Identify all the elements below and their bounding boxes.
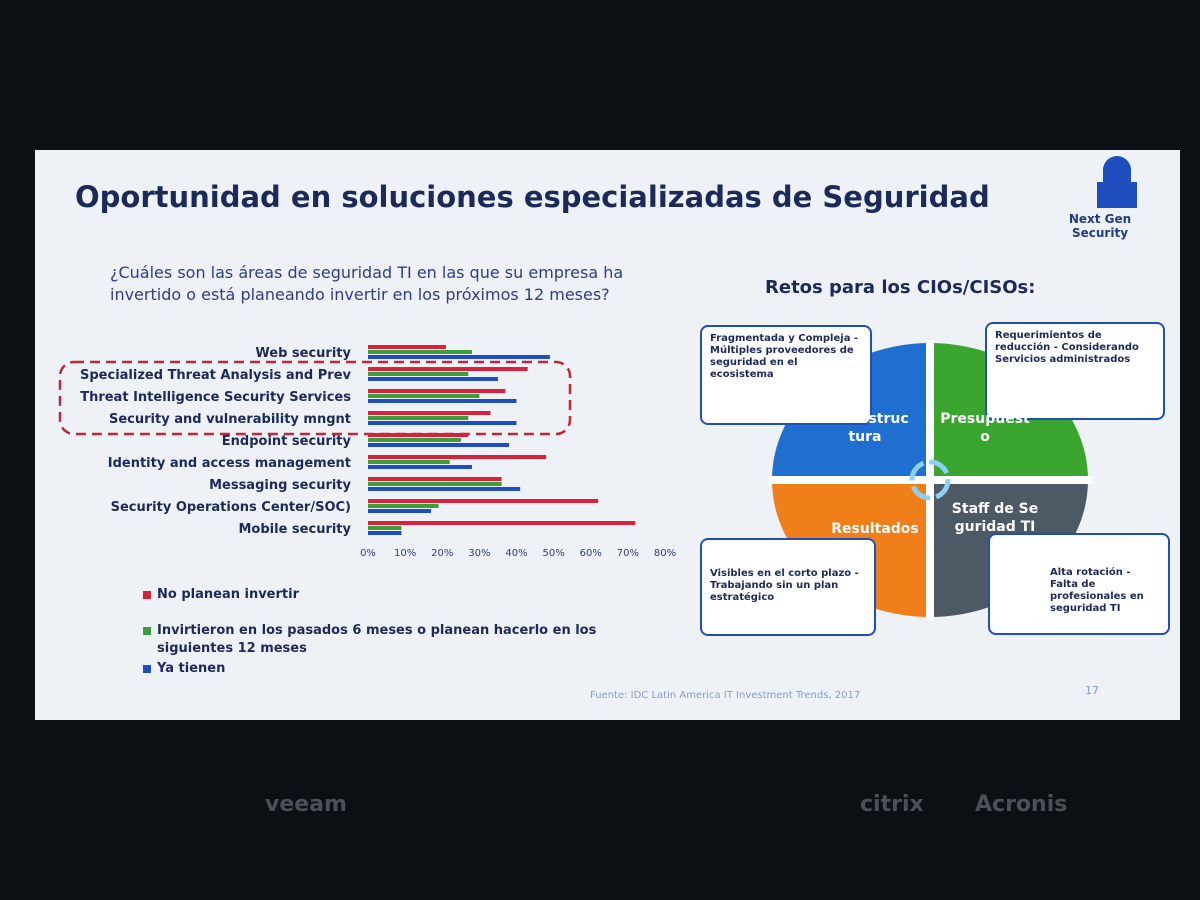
- x-tick-label: 0%: [360, 548, 376, 559]
- bar: [368, 531, 402, 535]
- highlight-box: [58, 360, 572, 436]
- x-tick-label: 10%: [394, 548, 416, 559]
- x-tick-label: 80%: [654, 548, 676, 559]
- y-tick-label: Security Operations Center/SOC): [111, 500, 351, 515]
- bar: [368, 433, 469, 437]
- logo-icon: [1097, 156, 1137, 208]
- bar: [368, 465, 472, 469]
- quadrant-label: Staff de Seguridad TI: [951, 501, 1039, 535]
- bar: [368, 411, 491, 415]
- bar: [368, 438, 461, 442]
- legend-marker: [143, 665, 151, 673]
- x-tick-label: 20%: [431, 548, 453, 559]
- legend-label: No planean invertir: [157, 587, 299, 602]
- bar: [368, 477, 502, 481]
- x-tick-label: 60%: [580, 548, 602, 559]
- bar: [368, 350, 472, 354]
- callout: Visibles en el corto plazo - Trabajando …: [700, 538, 876, 636]
- bar: [368, 460, 450, 464]
- y-tick-label: Endpoint security: [222, 434, 352, 449]
- y-tick-label: Mobile security: [239, 522, 352, 537]
- quadrant-label: Infraestructura: [821, 411, 909, 445]
- callout: Requerimientos de reducción - Consideran…: [985, 322, 1165, 420]
- quadrant-label: Presupuesto: [940, 411, 1030, 445]
- quadrant-label: Resultados: [831, 521, 919, 537]
- callout: Alta rotación - Falta de profesionales e…: [988, 533, 1170, 635]
- bar: [368, 482, 502, 486]
- y-tick-label: Web security: [255, 346, 351, 361]
- bar: [368, 499, 599, 503]
- bar: [368, 399, 517, 403]
- bar: [368, 487, 521, 491]
- bar: [368, 355, 550, 359]
- y-tick-label: Specialized Threat Analysis and Prev: [80, 368, 352, 383]
- y-tick-label: Messaging security: [209, 478, 351, 493]
- bar: [368, 394, 480, 398]
- bar: [368, 504, 439, 508]
- legend-label: Invirtieron en los pasados 6 meses o pla…: [157, 623, 597, 656]
- x-tick-label: 70%: [617, 548, 639, 559]
- slide-title: Oportunidad en soluciones especializadas…: [75, 180, 990, 214]
- sponsor-logo: Acronis: [975, 792, 1068, 817]
- sponsor-logo: citrix: [860, 792, 924, 817]
- bar: [368, 377, 498, 381]
- x-tick-label: 50%: [543, 548, 565, 559]
- bar: [368, 526, 402, 530]
- bar: [368, 416, 469, 420]
- source-note: Fuente: IDC Latin America IT Investment …: [590, 690, 861, 701]
- bar: [368, 521, 636, 525]
- x-tick-label: 40%: [505, 548, 527, 559]
- y-tick-label: Threat Intelligence Security Services: [80, 390, 351, 405]
- bar: [368, 389, 506, 393]
- bar: [368, 367, 528, 371]
- y-tick-label: Identity and access management: [108, 456, 351, 471]
- bar: [368, 372, 469, 376]
- diagram-title: Retos para los CIOs/CISOs:: [765, 277, 1036, 298]
- legend-marker: [143, 591, 151, 599]
- callout: Fragmentada y Compleja - Múltiples prove…: [700, 325, 872, 425]
- page-number: 17: [1085, 684, 1099, 697]
- sponsor-logo: veeam: [265, 792, 347, 817]
- bar: [368, 509, 432, 513]
- bar: [368, 443, 510, 447]
- bar: [368, 421, 517, 425]
- legend-label: Ya tienen: [157, 661, 226, 676]
- x-tick-label: 30%: [468, 548, 490, 559]
- logo-text: Next Gen Security: [1068, 212, 1132, 240]
- legend-marker: [143, 627, 151, 635]
- bar: [368, 345, 446, 349]
- bar: [368, 455, 547, 459]
- cycle-icon: [909, 459, 951, 501]
- chart-title: ¿Cuáles son las áreas de seguridad TI en…: [110, 263, 624, 304]
- y-tick-label: Security and vulnerability mngnt: [109, 412, 351, 427]
